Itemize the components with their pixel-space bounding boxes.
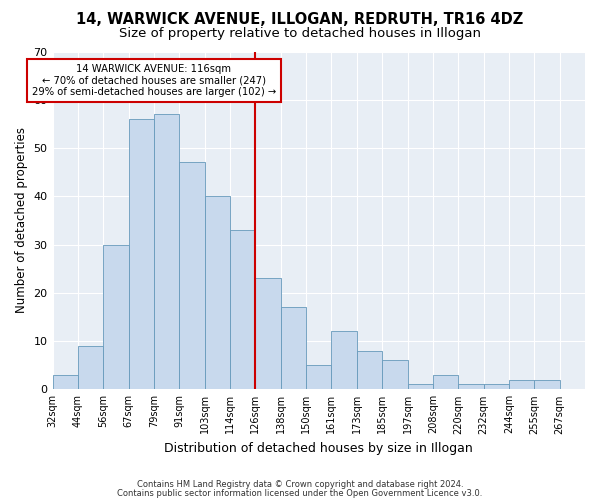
Text: 14 WARWICK AVENUE: 116sqm
← 70% of detached houses are smaller (247)
29% of semi: 14 WARWICK AVENUE: 116sqm ← 70% of detac… [32, 64, 276, 97]
Text: Size of property relative to detached houses in Illogan: Size of property relative to detached ho… [119, 28, 481, 40]
Y-axis label: Number of detached properties: Number of detached properties [15, 128, 28, 314]
Bar [357, 350, 382, 390]
Bar [534, 380, 560, 390]
Bar [458, 384, 484, 390]
Bar [128, 119, 154, 390]
Bar [154, 114, 179, 390]
Bar [382, 360, 407, 390]
Bar [256, 278, 281, 390]
Bar [179, 162, 205, 390]
Bar [331, 332, 357, 390]
Bar [407, 384, 433, 390]
Bar [53, 375, 78, 390]
Bar [281, 308, 306, 390]
Bar [306, 365, 331, 390]
Bar [509, 380, 534, 390]
Text: Contains public sector information licensed under the Open Government Licence v3: Contains public sector information licen… [118, 488, 482, 498]
Bar [205, 196, 230, 390]
Bar [433, 375, 458, 390]
Bar [230, 230, 256, 390]
Bar [484, 384, 509, 390]
Text: 14, WARWICK AVENUE, ILLOGAN, REDRUTH, TR16 4DZ: 14, WARWICK AVENUE, ILLOGAN, REDRUTH, TR… [76, 12, 524, 28]
X-axis label: Distribution of detached houses by size in Illogan: Distribution of detached houses by size … [164, 442, 473, 455]
Bar [78, 346, 103, 390]
Bar [103, 244, 128, 390]
Text: Contains HM Land Registry data © Crown copyright and database right 2024.: Contains HM Land Registry data © Crown c… [137, 480, 463, 489]
